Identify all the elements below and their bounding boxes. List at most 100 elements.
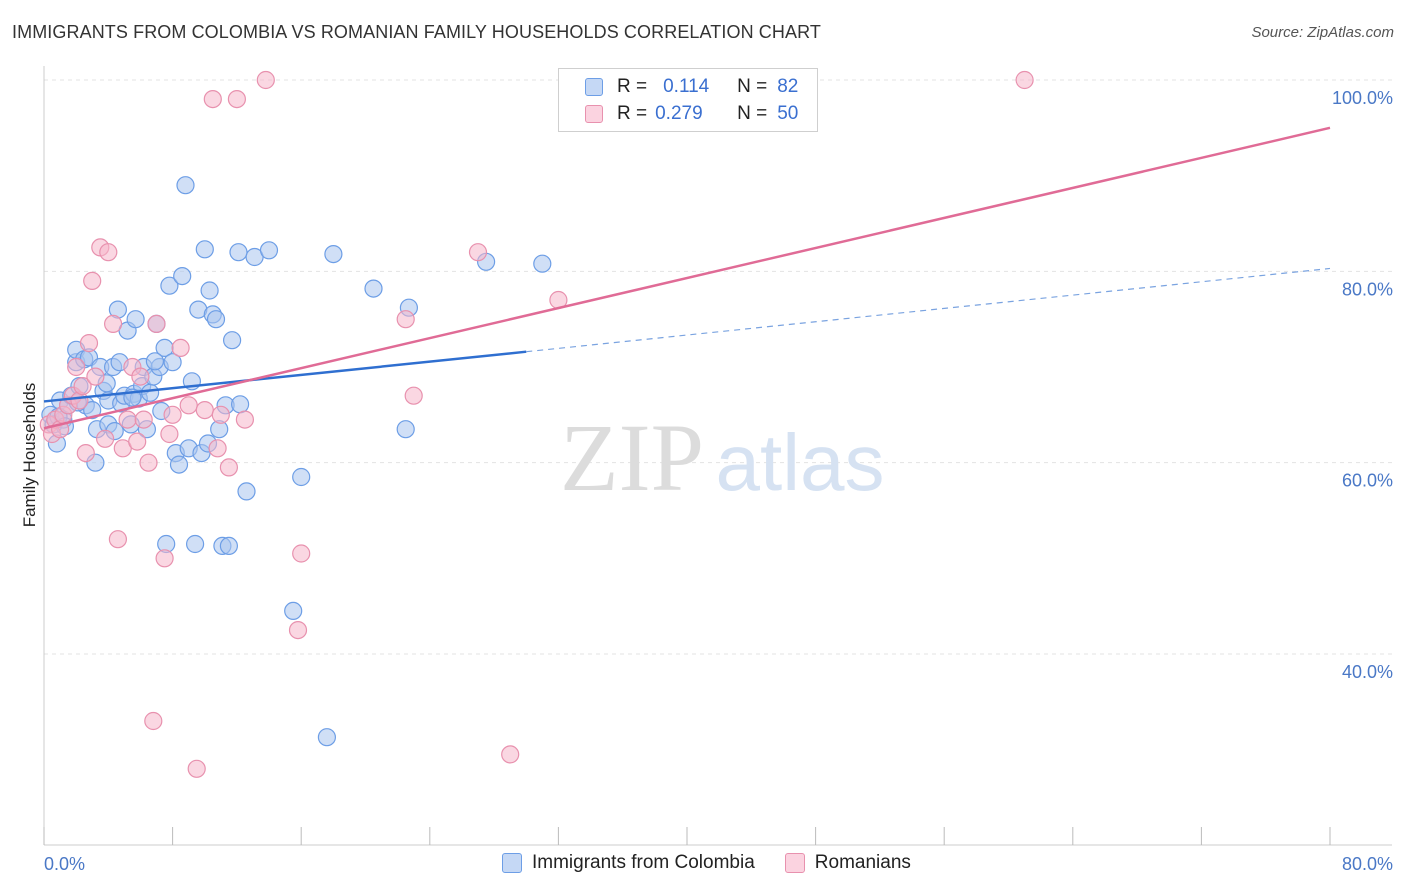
point-romanians bbox=[128, 432, 147, 451]
series-label-colombia: Immigrants from Colombia bbox=[532, 852, 755, 873]
legend-r-value: 0.279 bbox=[655, 103, 703, 124]
point-romanians bbox=[211, 405, 230, 424]
point-romanians bbox=[76, 444, 95, 463]
y-tick-label: 60.0% bbox=[1342, 471, 1393, 491]
point-romanians bbox=[292, 544, 311, 563]
x-tick-label: 0.0% bbox=[44, 854, 85, 874]
point-romanians bbox=[144, 711, 163, 731]
point-romanians bbox=[195, 401, 214, 420]
point-colombia bbox=[186, 534, 205, 554]
point-colombia bbox=[317, 728, 336, 747]
legend-n-value: 50 bbox=[777, 103, 799, 124]
point-romanians bbox=[219, 458, 238, 477]
point-romanians bbox=[139, 453, 158, 472]
point-romanians bbox=[404, 386, 423, 405]
y-tick-label: 40.0% bbox=[1342, 662, 1393, 682]
point-romanians bbox=[160, 424, 179, 444]
stats-legend: R = 0.114 N = 82 R = 0.279 N = 50 bbox=[558, 68, 818, 132]
point-colombia bbox=[126, 310, 145, 329]
point-romanians bbox=[131, 367, 150, 386]
point-romanians bbox=[147, 314, 166, 333]
point-romanians bbox=[134, 410, 153, 429]
legend-r-label: R = bbox=[617, 103, 648, 124]
point-colombia bbox=[219, 536, 238, 556]
point-romanians bbox=[171, 338, 190, 357]
point-colombia bbox=[396, 420, 415, 439]
point-colombia bbox=[223, 331, 242, 350]
point-romanians bbox=[67, 357, 86, 377]
chart-title: IMMIGRANTS FROM COLOMBIA VS ROMANIAN FAM… bbox=[12, 22, 821, 42]
y-tick-label: 100.0% bbox=[1332, 88, 1393, 108]
watermark-atlas: atlas bbox=[716, 418, 885, 507]
legend-swatch-romanians bbox=[585, 105, 603, 123]
legend-swatch-colombia bbox=[585, 78, 603, 96]
point-colombia bbox=[145, 352, 164, 371]
point-colombia bbox=[364, 279, 383, 298]
point-colombia bbox=[231, 395, 250, 414]
point-romanians bbox=[396, 310, 415, 329]
x-tick-label: 80.0% bbox=[1342, 854, 1393, 874]
swatch-romanians bbox=[784, 853, 805, 873]
legend-n-label: N = bbox=[737, 103, 768, 124]
point-colombia bbox=[160, 276, 179, 295]
point-colombia bbox=[163, 353, 182, 372]
data-points bbox=[39, 70, 1034, 778]
y-tick-label: 80.0% bbox=[1342, 279, 1393, 299]
trend-line-colombia bbox=[43, 350, 527, 403]
point-romanians bbox=[108, 530, 128, 549]
point-colombia bbox=[284, 601, 303, 621]
point-colombia bbox=[206, 310, 226, 329]
point-romanians bbox=[187, 759, 206, 778]
legend-row-colombia: R = 0.114 N = 82 bbox=[585, 74, 798, 100]
grid-lines bbox=[44, 79, 1392, 655]
legend-r-label: R = bbox=[617, 76, 648, 97]
trend-line-colombia-extension bbox=[526, 267, 1331, 353]
point-colombia bbox=[292, 467, 311, 487]
series-legend-romanians[interactable]: Romanians bbox=[784, 852, 911, 874]
point-romanians bbox=[1015, 70, 1034, 90]
point-colombia bbox=[176, 176, 195, 195]
point-romanians bbox=[83, 271, 102, 290]
point-romanians bbox=[208, 439, 227, 458]
point-romanians bbox=[155, 549, 174, 568]
series-legend-colombia[interactable]: Immigrants from Colombia bbox=[502, 852, 755, 874]
point-romanians bbox=[73, 377, 92, 396]
point-colombia bbox=[200, 281, 219, 300]
point-romanians bbox=[79, 334, 99, 353]
trend-line-romanians bbox=[43, 126, 1331, 430]
legend-n-value: 82 bbox=[777, 76, 799, 97]
watermark-zip: ZIP bbox=[560, 404, 704, 511]
tick-labels: 40.0% 60.0% 80.0% 100.0% 0.0% 80.0% bbox=[44, 88, 1393, 874]
watermark: ZIP atlas bbox=[560, 404, 884, 511]
point-colombia bbox=[259, 241, 279, 260]
point-romanians bbox=[95, 429, 115, 448]
trend-lines bbox=[43, 126, 1331, 430]
point-romanians bbox=[99, 243, 118, 262]
point-colombia bbox=[195, 240, 214, 259]
axes bbox=[43, 66, 1392, 846]
point-colombia bbox=[324, 245, 343, 264]
point-colombia bbox=[533, 254, 552, 273]
point-colombia bbox=[83, 401, 102, 420]
legend-n-label: N = bbox=[737, 76, 768, 97]
series-label-romanians: Romanians bbox=[814, 852, 911, 873]
point-romanians bbox=[288, 620, 308, 640]
point-colombia bbox=[169, 455, 189, 474]
point-romanians bbox=[118, 410, 137, 429]
point-romanians bbox=[203, 89, 222, 109]
point-romanians bbox=[179, 396, 198, 415]
legend-r-value: 0.114 bbox=[663, 76, 710, 97]
point-romanians bbox=[86, 367, 105, 386]
series-legend: Immigrants from Colombia Romanians bbox=[502, 852, 941, 874]
point-colombia bbox=[229, 243, 248, 262]
point-romanians bbox=[103, 314, 123, 333]
point-romanians bbox=[468, 243, 488, 262]
source-label: Source: ZipAtlas.com bbox=[1251, 24, 1394, 41]
point-romanians bbox=[256, 70, 275, 90]
legend-row-romanians: R = 0.279 N = 50 bbox=[585, 101, 798, 127]
point-colombia bbox=[237, 482, 256, 501]
swatch-colombia bbox=[502, 853, 522, 873]
point-romanians bbox=[235, 410, 254, 429]
point-romanians bbox=[501, 745, 520, 764]
